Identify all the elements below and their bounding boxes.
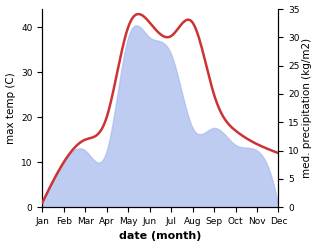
X-axis label: date (month): date (month): [119, 231, 202, 242]
Y-axis label: max temp (C): max temp (C): [5, 72, 16, 144]
Y-axis label: med. precipitation (kg/m2): med. precipitation (kg/m2): [302, 38, 313, 178]
